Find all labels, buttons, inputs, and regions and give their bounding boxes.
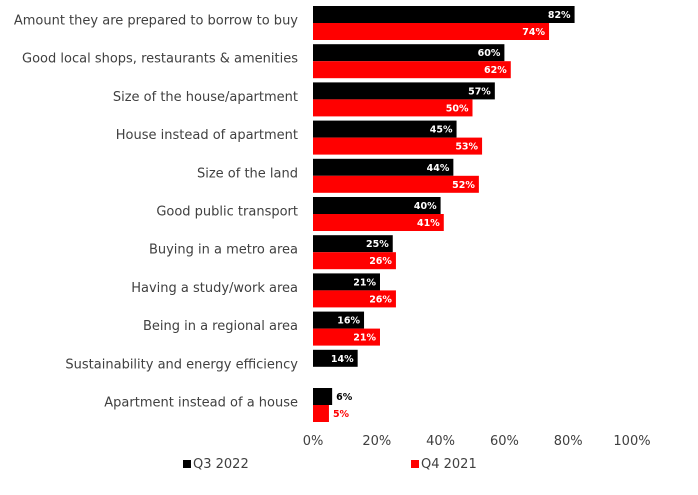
category-label: Size of the house/apartment [113, 90, 298, 105]
bar-q4-2021 [313, 328, 380, 346]
legend-entry: Q4 2021 [421, 457, 477, 472]
data-label: 26% [369, 256, 392, 267]
data-label: 21% [353, 277, 376, 288]
bars-layer [313, 6, 575, 422]
bar-q3-2022 [313, 235, 393, 253]
data-label: 74% [522, 27, 545, 38]
bar-q4-2021 [313, 23, 550, 40]
bar-q4-2021 [313, 405, 329, 422]
data-label: 45% [430, 125, 453, 136]
bar-q3-2022 [313, 82, 495, 100]
bar-q4-2021 [313, 99, 473, 117]
bar-q3-2022 [313, 44, 505, 62]
bar-q4-2021 [313, 175, 479, 193]
bar-q3-2022 [313, 197, 441, 214]
category-label: Good public transport [156, 205, 298, 220]
bar-q4-2021 [313, 137, 483, 155]
data-label: 62% [484, 65, 507, 76]
bar-q4-2021 [313, 290, 396, 308]
data-label: 21% [353, 333, 376, 344]
labels-layer: 82% 60% 57% 45% 44% 40% 25% 21% 16% 14% 6% 74% 62% 50… [331, 10, 571, 420]
data-label: 14% [331, 354, 354, 365]
category-label: House instead of apartment [116, 128, 298, 143]
legend-swatch [411, 460, 419, 468]
category-label: Apartment instead of a house [104, 396, 298, 411]
bar-q3-2022 [313, 311, 365, 329]
bar-q3-2022 [313, 349, 358, 367]
x-tick-label: 20% [362, 434, 391, 449]
data-label: 5% [333, 409, 350, 420]
category-label: Good local shops, restaurants & amenitie… [22, 52, 298, 67]
x-tick-label: 60% [490, 434, 519, 449]
data-label: 25% [366, 239, 389, 250]
bar-q3-2022 [313, 120, 457, 138]
data-label: 57% [468, 86, 491, 97]
ticks-layer: 0% 20% 40% 60% 80% 100% [303, 434, 651, 449]
x-tick-label: 100% [613, 434, 650, 449]
category-label: Sustainability and energy efficiency [65, 357, 298, 372]
x-tick-label: 0% [303, 434, 324, 449]
data-label: 40% [414, 201, 437, 212]
category-label: Buying in a metro area [149, 243, 298, 258]
bar-q3-2022 [313, 158, 454, 176]
data-label: 41% [417, 218, 440, 229]
legend: Q3 2022 Q4 2021 [183, 457, 477, 472]
axis-layer: Amount they are prepared to borrow to bu… [14, 14, 298, 411]
data-label: 50% [446, 103, 469, 114]
category-label: Having a study/work area [131, 281, 298, 296]
legend-entry: Q3 2022 [193, 457, 249, 472]
data-label: 82% [548, 10, 571, 21]
data-label: 26% [369, 294, 392, 305]
x-tick-label: 40% [426, 434, 455, 449]
legend-swatch [183, 460, 191, 468]
bar-q4-2021 [313, 252, 396, 270]
bar-q3-2022 [313, 6, 575, 23]
bar-q3-2022 [313, 273, 380, 291]
data-label: 6% [336, 392, 353, 403]
category-label: Size of the land [197, 166, 298, 181]
category-label: Amount they are prepared to borrow to bu… [14, 14, 298, 29]
x-tick-label: 80% [554, 434, 583, 449]
bar-q3-2022 [313, 388, 333, 405]
data-label: 16% [337, 316, 360, 327]
data-label: 44% [427, 163, 450, 174]
category-label: Being in a regional area [143, 319, 298, 334]
data-label: 60% [478, 48, 501, 59]
bar-q4-2021 [313, 61, 511, 79]
data-label: 52% [452, 180, 475, 191]
data-label: 53% [455, 142, 478, 153]
bar-q4-2021 [313, 214, 444, 231]
